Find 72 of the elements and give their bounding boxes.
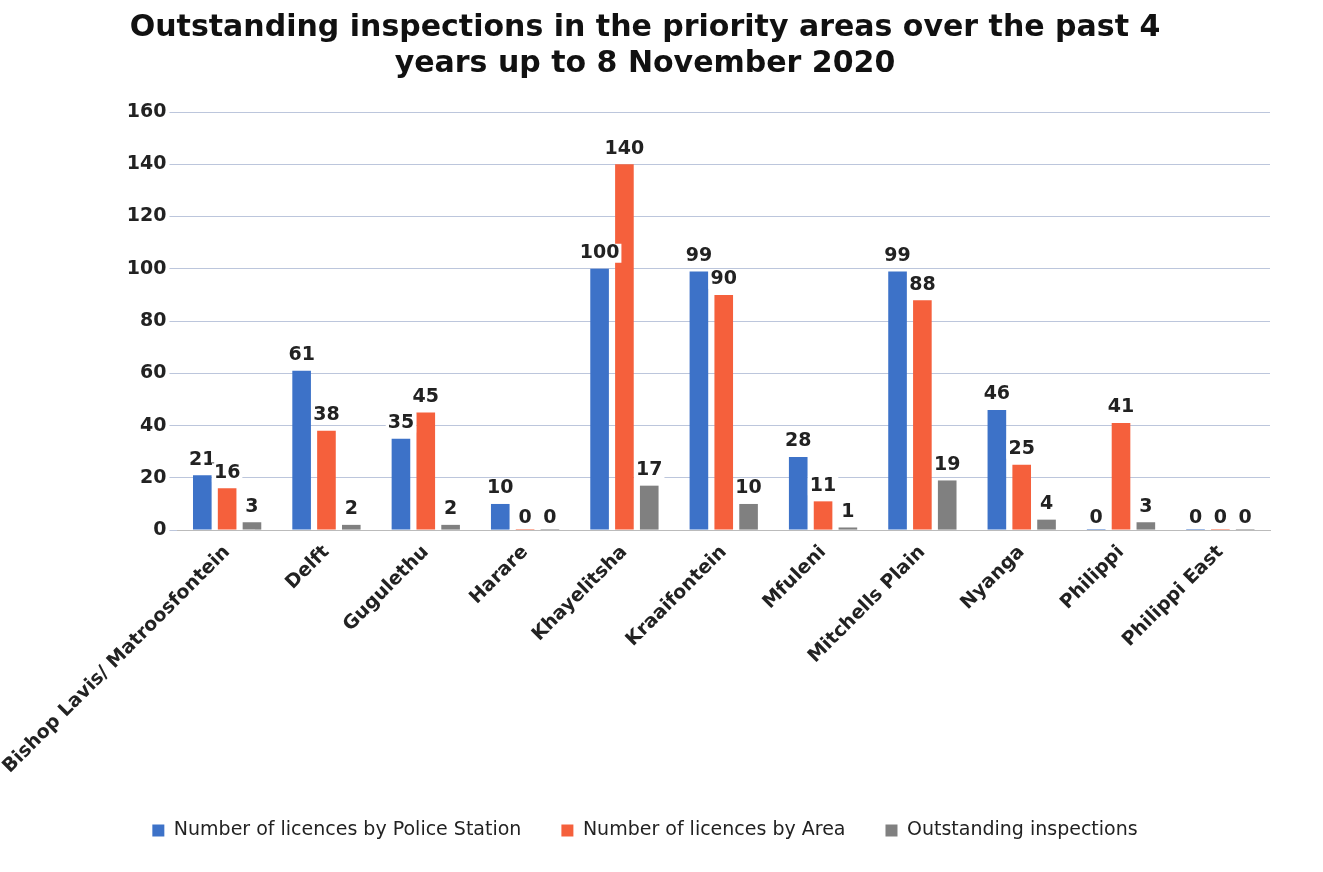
data-label: 3 bbox=[245, 493, 259, 516]
data-label: 90 bbox=[710, 266, 737, 289]
bar bbox=[490, 503, 510, 530]
y-tick-label: 140 bbox=[126, 151, 167, 174]
data-label: 0 bbox=[518, 504, 532, 527]
data-label: 35 bbox=[387, 410, 415, 433]
bar bbox=[714, 294, 734, 530]
y-tick-label: 100 bbox=[126, 255, 167, 278]
data-label: 0 bbox=[1213, 504, 1227, 527]
data-label: 99 bbox=[685, 242, 713, 265]
y-tick-label: 80 bbox=[140, 307, 167, 330]
data-label: 41 bbox=[1107, 394, 1135, 417]
data-label: 11 bbox=[809, 472, 837, 495]
data-label: 28 bbox=[785, 428, 812, 451]
data-label: 3 bbox=[1139, 493, 1153, 516]
y-tick-label: 120 bbox=[126, 203, 167, 226]
bar bbox=[317, 430, 336, 530]
data-label: 45 bbox=[412, 383, 439, 406]
bar bbox=[292, 370, 311, 530]
data-label: 19 bbox=[933, 451, 961, 474]
data-label: 10 bbox=[487, 475, 514, 498]
data-label: 1 bbox=[841, 498, 855, 521]
data-label: 10 bbox=[735, 475, 762, 498]
bar bbox=[217, 488, 237, 530]
legend-label: Number of licences by Area bbox=[582, 817, 846, 840]
data-label: 140 bbox=[604, 135, 645, 158]
bar bbox=[590, 268, 609, 530]
data-label: 46 bbox=[983, 381, 1011, 404]
data-label: 100 bbox=[579, 240, 620, 263]
data-label: 4 bbox=[1039, 491, 1054, 514]
bar bbox=[192, 475, 212, 530]
data-label: 21 bbox=[189, 446, 216, 469]
legend-label: Number of licences by Police Station bbox=[173, 817, 522, 840]
bar bbox=[888, 271, 907, 530]
bar bbox=[813, 501, 833, 530]
y-tick-label: 60 bbox=[140, 360, 167, 383]
bar bbox=[913, 300, 932, 530]
bar bbox=[1037, 519, 1056, 530]
bar bbox=[416, 412, 436, 530]
data-label: 61 bbox=[288, 342, 315, 365]
bar bbox=[689, 271, 709, 530]
data-label: 0 bbox=[1238, 504, 1252, 527]
data-label: 38 bbox=[313, 402, 340, 425]
y-tick-label: 40 bbox=[140, 412, 167, 435]
bar bbox=[441, 524, 460, 530]
bar bbox=[937, 480, 957, 530]
data-label: 16 bbox=[213, 459, 241, 482]
bar bbox=[838, 527, 858, 530]
bar bbox=[739, 503, 758, 530]
data-label: 99 bbox=[884, 242, 911, 265]
data-label: 25 bbox=[1008, 436, 1035, 459]
data-label: 2 bbox=[443, 496, 458, 519]
legend-label: Outstanding inspections bbox=[906, 817, 1138, 840]
bar bbox=[242, 522, 262, 530]
data-label: 17 bbox=[636, 457, 663, 480]
chart-title: Outstanding inspections in the priority areas over the past 4 years up to 8 November 2020 bbox=[129, 7, 1161, 79]
bar bbox=[1012, 464, 1032, 530]
y-tick-label: 160 bbox=[126, 98, 167, 121]
bar bbox=[987, 409, 1007, 530]
data-label: 2 bbox=[344, 496, 358, 519]
data-label: 88 bbox=[909, 271, 936, 294]
bar bbox=[391, 438, 411, 530]
y-tick-label: 20 bbox=[140, 464, 167, 487]
bar bbox=[788, 456, 808, 530]
bar bbox=[639, 485, 659, 530]
data-label: 0 bbox=[1188, 504, 1203, 527]
data-label: 0 bbox=[1089, 504, 1103, 527]
y-tick-label: 0 bbox=[153, 517, 167, 540]
bar bbox=[1136, 522, 1156, 530]
bar bbox=[341, 524, 361, 530]
bar bbox=[1111, 422, 1131, 530]
data-label: 0 bbox=[543, 504, 557, 527]
